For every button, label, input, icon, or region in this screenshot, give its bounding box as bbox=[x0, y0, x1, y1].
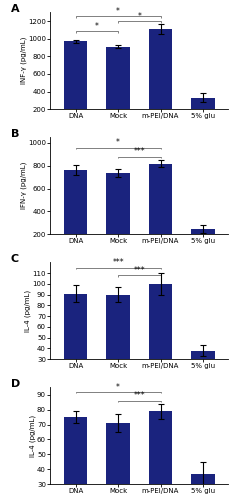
Y-axis label: IFN-γ (pg/mL): IFN-γ (pg/mL) bbox=[20, 162, 27, 210]
Bar bbox=[106, 423, 130, 500]
Y-axis label: INF-γ (pg/mL): INF-γ (pg/mL) bbox=[20, 37, 27, 84]
Text: ***: *** bbox=[133, 266, 145, 275]
Text: A: A bbox=[11, 4, 19, 15]
Text: D: D bbox=[11, 380, 20, 390]
Text: *: * bbox=[95, 22, 99, 30]
Bar bbox=[191, 228, 215, 257]
Bar bbox=[149, 284, 172, 392]
Y-axis label: IL-4 (pg/mL): IL-4 (pg/mL) bbox=[29, 414, 36, 457]
Bar bbox=[191, 350, 215, 392]
Bar bbox=[64, 417, 87, 500]
Bar bbox=[106, 46, 130, 127]
Text: *: * bbox=[116, 382, 120, 392]
Bar bbox=[64, 42, 87, 127]
Bar bbox=[191, 474, 215, 500]
Bar bbox=[106, 172, 130, 257]
Bar bbox=[106, 294, 130, 392]
Text: ***: *** bbox=[133, 148, 145, 156]
Text: *: * bbox=[116, 138, 120, 147]
Text: *: * bbox=[137, 12, 141, 21]
Text: ***: *** bbox=[133, 392, 145, 400]
Bar bbox=[149, 29, 172, 127]
Bar bbox=[149, 164, 172, 257]
Bar bbox=[64, 170, 87, 257]
Bar bbox=[191, 98, 215, 127]
Bar bbox=[64, 294, 87, 392]
Text: ***: *** bbox=[112, 258, 124, 268]
Y-axis label: IL-4 (pg/mL): IL-4 (pg/mL) bbox=[25, 290, 31, 332]
Text: C: C bbox=[11, 254, 19, 264]
Text: B: B bbox=[11, 130, 19, 140]
Bar bbox=[149, 411, 172, 500]
Text: *: * bbox=[116, 6, 120, 16]
